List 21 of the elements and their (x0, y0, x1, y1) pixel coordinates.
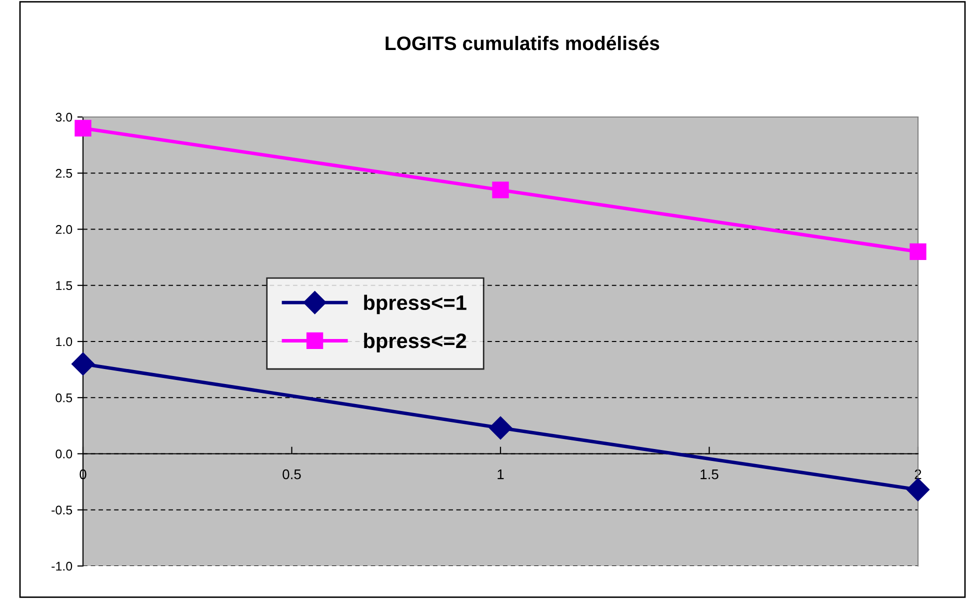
y-tick-label: -0.5 (52, 506, 72, 515)
point (72, 352, 94, 376)
point (910, 243, 926, 260)
y-tick-label: 2.0 (56, 225, 72, 234)
legend-label: bpress<=1 (364, 294, 466, 314)
point (489, 416, 512, 440)
point (906, 478, 930, 502)
x-tick-label: 1.5 (700, 470, 718, 480)
legend-label: bpress<=2 (364, 332, 466, 352)
x-tick-label: 1 (498, 470, 504, 480)
point (492, 182, 509, 198)
y-tick-label: 1.5 (56, 281, 72, 290)
chart-title: LOGITS cumulatifs modélisés (386, 36, 660, 50)
y-tick-label: 2.5 (56, 168, 72, 178)
y-tick-label: -1.0 (52, 562, 72, 571)
x-tick-label: 0.5 (282, 469, 301, 480)
y-tick-label: 0.0 (56, 450, 72, 458)
y-tick-label: 0.5 (56, 393, 72, 402)
y-tick-label: 3.0 (56, 112, 72, 122)
point (74, 120, 92, 137)
y-tick-label: 1.0 (56, 337, 72, 346)
